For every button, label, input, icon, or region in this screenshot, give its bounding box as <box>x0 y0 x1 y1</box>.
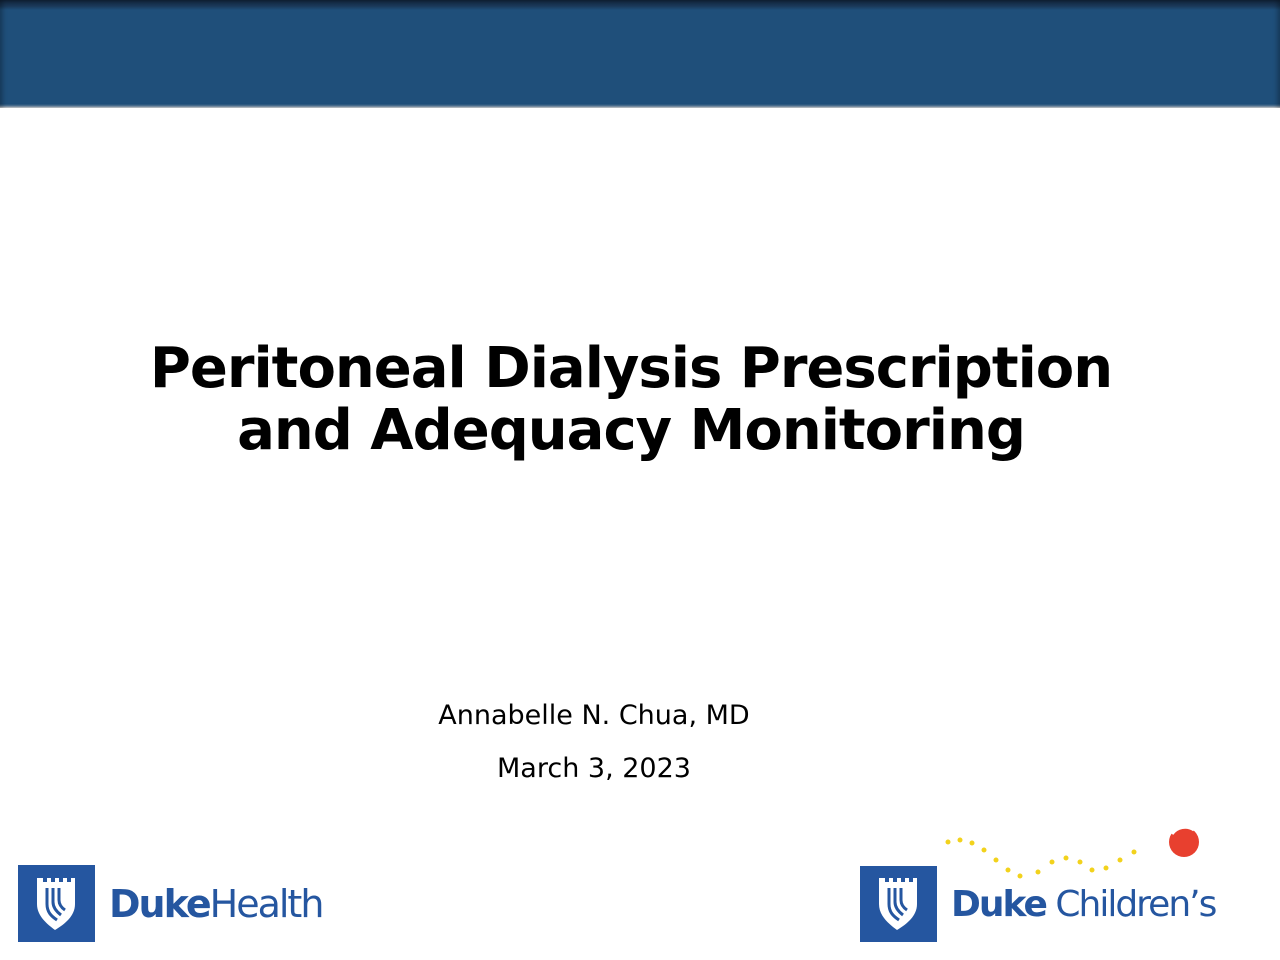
title-line-1: Peritoneal Dialysis Prescription <box>149 336 1113 401</box>
duke-health-logo: DukeHealth <box>18 865 325 942</box>
duke-childrens-logo: Duke Children’s <box>860 866 1217 942</box>
header-banner <box>0 0 1280 108</box>
shield-icon <box>860 866 937 942</box>
logo-text-bold: Duke <box>109 881 212 926</box>
title-line-2: and Adequacy Monitoring <box>237 398 1026 463</box>
slide-title: Peritoneal Dialysis Prescription and Ade… <box>0 338 1262 462</box>
dotted-arc-ornament <box>945 825 1199 879</box>
date: March 3, 2023 <box>497 753 691 784</box>
red-ball-icon <box>1169 827 1199 857</box>
author: Annabelle N. Chua, MD <box>438 700 750 731</box>
logo-text-regular: Health <box>209 881 325 926</box>
logo-text-regular: Children’s <box>1055 883 1217 925</box>
shield-icon <box>18 865 95 942</box>
logo-text-bold: Duke <box>951 883 1048 925</box>
